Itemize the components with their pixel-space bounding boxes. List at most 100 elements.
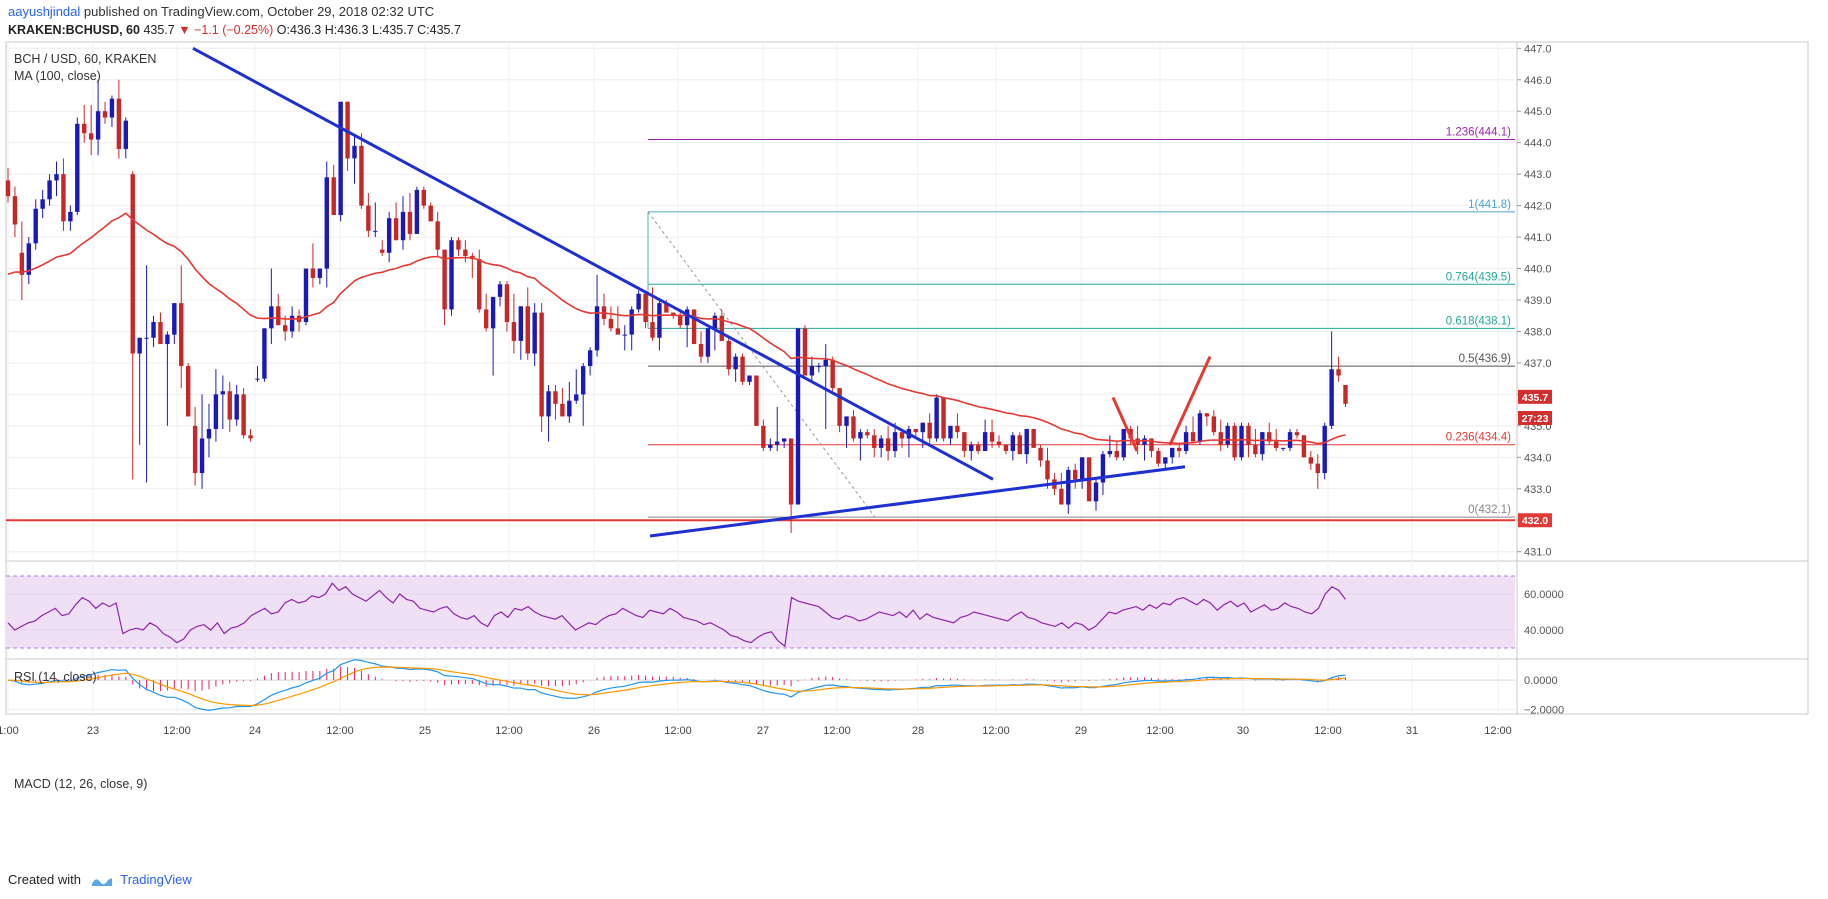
macd-line [7, 659, 1346, 711]
price-tick-label: 438.0 [1524, 326, 1552, 338]
ohlc-values: O:436.3 H:436.3 L:435.7 C:435.7 [276, 23, 461, 37]
candle-body [927, 422, 932, 439]
candle-body [68, 211, 73, 222]
candle-body [664, 303, 669, 313]
time-tick-label: 29 [1075, 725, 1087, 737]
candle-body [428, 205, 433, 222]
candle-body [192, 425, 198, 474]
candle-body [40, 199, 45, 209]
candle-body [352, 145, 357, 159]
candle-body [691, 309, 697, 345]
price-tick-label: 440.0 [1524, 264, 1552, 276]
moving-average-line [7, 212, 1346, 445]
candle-body [220, 391, 226, 395]
candle-body [969, 444, 974, 452]
last-price-badge [1518, 389, 1552, 404]
time-tick-label: 23 [87, 725, 99, 737]
candle-body [761, 425, 766, 448]
last-price: 435.7 [143, 23, 175, 37]
tradingview-brand-link[interactable]: TradingView [120, 872, 192, 887]
candle-body [705, 328, 711, 357]
candle-body [331, 177, 336, 216]
candle-body [449, 240, 454, 310]
candle-body [75, 123, 80, 212]
candle-body [1176, 447, 1182, 452]
price-tick-label: 445.0 [1524, 106, 1552, 118]
candle-body [1246, 425, 1251, 445]
candle-body [206, 429, 212, 439]
candle-body [1142, 438, 1147, 445]
candle-body [1045, 460, 1050, 480]
candle-body [303, 268, 309, 323]
candle-body [504, 284, 510, 323]
candle-body [1156, 451, 1161, 464]
countdown-badge-text: 27:23 [1522, 413, 1549, 425]
candle-body [775, 441, 780, 445]
candle-body [1010, 435, 1016, 452]
candle-body [1343, 384, 1348, 404]
candle-body [837, 388, 842, 426]
time-tick-label: 12:00 [163, 725, 191, 737]
candle-body [255, 378, 260, 380]
candle-body [1190, 432, 1196, 442]
time-tick-label: 24 [249, 725, 261, 737]
time-tick-label: 25 [419, 725, 431, 737]
candle-body [1336, 369, 1341, 376]
candle-body [511, 322, 517, 341]
candle-body [962, 432, 967, 452]
candle-body [851, 416, 856, 439]
candle-body [151, 322, 156, 338]
candle-body [872, 435, 877, 448]
fib-level-label: 0.5(436.9) [1459, 353, 1512, 365]
ma-legend: MA (100, close) [14, 69, 101, 83]
support-price-badge-text: 432.0 [1522, 515, 1548, 527]
candle-body [185, 366, 191, 417]
candle-body [892, 432, 898, 452]
author-link[interactable]: aayushjindal [8, 4, 81, 19]
candle-body [740, 356, 745, 382]
candle-body [483, 309, 489, 329]
candle-body [726, 340, 731, 370]
candle-body [47, 180, 52, 200]
projection-arrow-up [1168, 356, 1212, 446]
candle-body [1273, 441, 1279, 448]
candle-body [310, 268, 316, 278]
fib-level-label: 0.618(438.1) [1446, 315, 1511, 327]
signal-line [7, 666, 1346, 707]
candle-body [885, 438, 891, 452]
footer: Created with TradingView [8, 872, 192, 888]
candle-body [816, 366, 822, 368]
candle-body [1135, 438, 1140, 445]
candle-body [650, 322, 655, 338]
candle-body [678, 315, 683, 326]
candle-body [338, 101, 343, 216]
symbol-label: KRAKEN:BCHUSD, 60 [8, 23, 140, 37]
descending-trendline [192, 46, 994, 481]
candle-body [1260, 432, 1265, 455]
time-tick-label: 12:00 [1484, 725, 1512, 737]
candle-body [1024, 429, 1029, 455]
ascending-trendline [649, 465, 1186, 538]
price-tick-label: 442.0 [1524, 201, 1552, 213]
candle-body [435, 221, 440, 250]
candle-body [976, 444, 981, 452]
candle-body [643, 293, 648, 323]
fib-level-label: 0.236(434.4) [1446, 432, 1511, 444]
candle-body [955, 425, 960, 433]
candle-body [456, 240, 461, 250]
candle-body [61, 174, 66, 222]
candle-body [213, 394, 219, 429]
candle-body [747, 375, 752, 382]
candle-body [525, 306, 530, 354]
price-tick-label: 434.0 [1524, 452, 1552, 464]
candle-body [1066, 469, 1071, 505]
time-tick-label: 12:00 [982, 725, 1010, 737]
price-tick-label: 441.0 [1524, 232, 1552, 244]
candle-body [1197, 413, 1203, 442]
candle-body [802, 328, 808, 376]
candle-body [324, 177, 329, 269]
time-tick-label: 12:00 [1314, 725, 1342, 737]
time-tick-label: 26 [588, 725, 600, 737]
candle-body [553, 391, 558, 404]
